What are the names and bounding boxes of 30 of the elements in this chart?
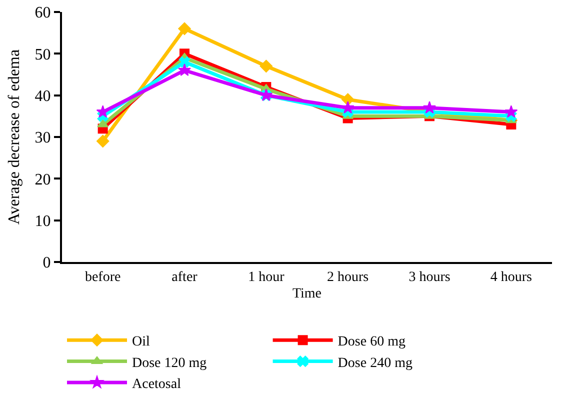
x-tick-label: 3 hours	[408, 270, 450, 285]
point	[178, 56, 190, 68]
y-tick-label: 30	[34, 130, 51, 147]
y-tick-label: 60	[34, 4, 51, 22]
y-axis-title: Average decrease of edema	[6, 49, 23, 225]
y-tick-label: 10	[34, 212, 51, 230]
point	[260, 60, 273, 73]
point	[504, 105, 518, 118]
x-tick-label: after	[172, 270, 198, 285]
legend-label: Dose 60 mg	[338, 334, 406, 350]
point	[341, 93, 354, 106]
legend-label: Dose 120 mg	[132, 356, 207, 371]
y-tick-label: 50	[34, 46, 51, 64]
x-tick-label: 1 hour	[248, 270, 285, 285]
x-tick-label: 4 hours	[490, 270, 532, 285]
x-tick-label: before	[84, 270, 121, 285]
point	[178, 22, 191, 36]
point	[178, 64, 191, 76]
point	[341, 101, 354, 114]
x-axis-title: Time	[292, 286, 322, 302]
legend-label: Acetosal	[132, 376, 182, 392]
legend-label: Dose 240 mg	[338, 356, 412, 371]
y-tick-label: 40	[34, 88, 51, 105]
point	[423, 101, 436, 114]
point	[96, 105, 110, 118]
point	[96, 134, 110, 148]
x-tick-label: 2 hours	[327, 270, 369, 285]
y-tick-label: 20	[34, 171, 51, 188]
legend-label: Oil	[132, 334, 150, 350]
y-tick-label: 0	[42, 254, 51, 272]
